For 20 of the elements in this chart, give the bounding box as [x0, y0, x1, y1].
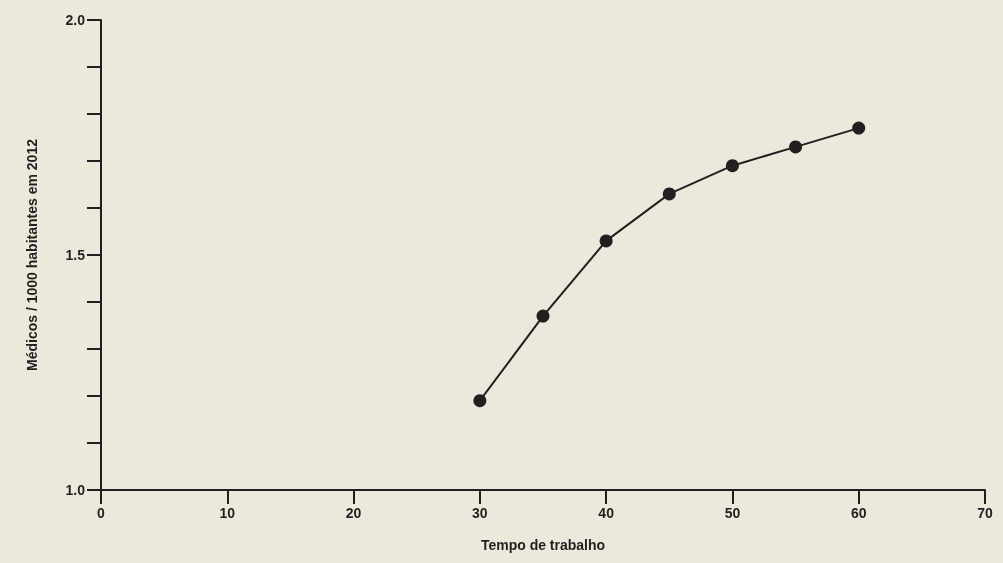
x-tick-label: 70 — [977, 505, 993, 521]
x-tick-label: 50 — [724, 505, 741, 521]
y-tick-label: 2.0 — [65, 12, 86, 28]
x-tick-label: 10 — [219, 505, 236, 521]
x-tick-label: 30 — [472, 505, 488, 521]
y-tick-label: 1.5 — [65, 247, 86, 263]
point — [599, 234, 613, 248]
x-tick-label: 20 — [345, 505, 362, 521]
point — [852, 121, 866, 135]
x-tick-label: 60 — [850, 505, 867, 521]
x-tick-label: 0 — [97, 505, 106, 521]
point — [536, 309, 550, 323]
point — [473, 394, 487, 408]
x-axis-title: Tempo de trabalho — [480, 537, 606, 553]
point — [725, 159, 739, 173]
y-axis-title: Médicos / 1000 habitantes em 2012 — [24, 138, 40, 371]
x-tick-label: 40 — [598, 505, 615, 521]
point — [662, 187, 676, 201]
point — [789, 140, 803, 154]
y-tick-label: 1.0 — [65, 482, 86, 498]
